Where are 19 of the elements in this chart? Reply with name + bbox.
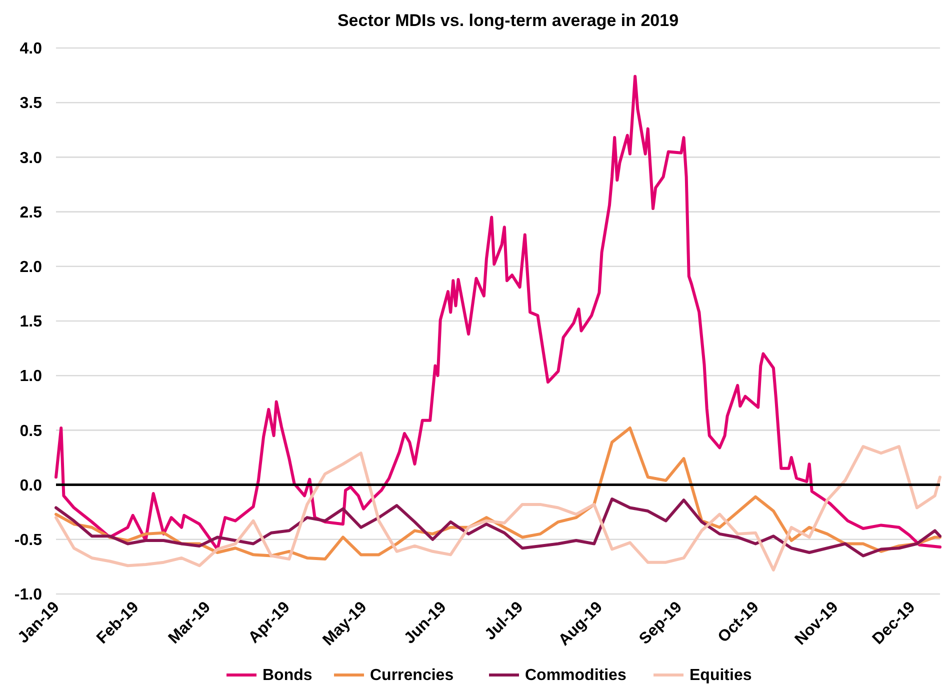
y-tick-label: 3.0 xyxy=(20,150,42,167)
y-tick-label: 2.0 xyxy=(20,259,42,276)
line-series xyxy=(54,74,942,551)
legend-label: Commodities xyxy=(525,667,626,684)
legend-label: Currencies xyxy=(370,667,454,684)
y-tick-label: 1.0 xyxy=(20,368,42,386)
y-tick-label: 2.5 xyxy=(20,204,42,222)
line-series xyxy=(54,497,942,558)
y-tick-label: 4.0 xyxy=(20,40,42,58)
y-tick-label: 0.5 xyxy=(20,422,42,440)
legend-label: Equities xyxy=(690,667,752,684)
y-tick-label: 0.0 xyxy=(20,477,42,494)
y-tick-label: -1.0 xyxy=(14,586,42,604)
chart-title: Sector MDIs vs. long-term average in 2019 xyxy=(337,11,679,30)
y-tick-label: 3.5 xyxy=(20,95,42,112)
y-tick-label: 1.5 xyxy=(20,314,42,331)
line-series xyxy=(54,445,942,572)
legend-label: Bonds xyxy=(262,667,312,684)
y-tick-label: -0.5 xyxy=(14,532,42,549)
